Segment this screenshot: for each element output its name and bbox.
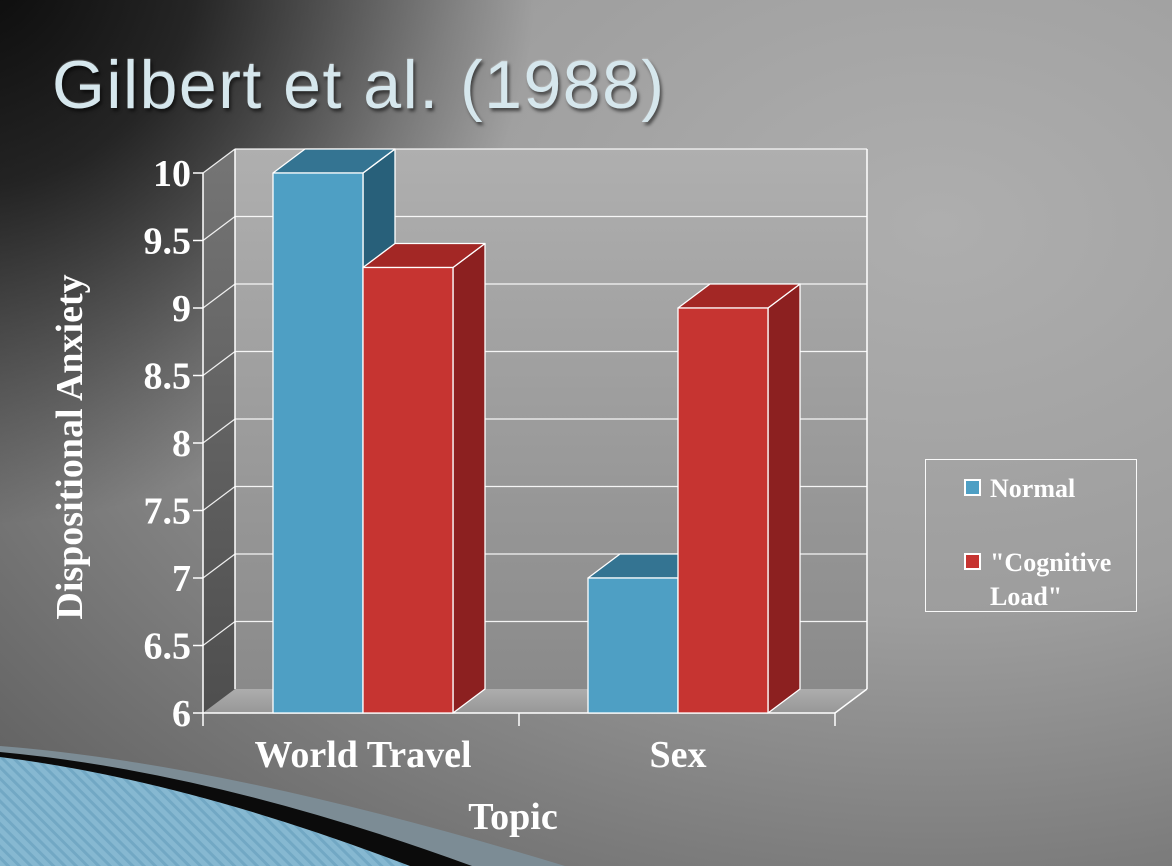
bar-world-travel-series2-front — [362, 266, 454, 714]
legend-label: Normal — [990, 474, 1076, 503]
bar-world-travel-series1-side — [362, 148, 396, 714]
legend-item: Normal — [964, 472, 1128, 506]
legend-swatch — [964, 552, 981, 570]
legend-item: "Cognitive Load" — [964, 546, 1128, 614]
y-tick-label: 7.5 — [144, 491, 192, 533]
gridline-side — [202, 553, 236, 579]
legend-swatch — [964, 479, 981, 496]
y-tick-label: 9.5 — [144, 221, 192, 263]
y-tick-label: 6.5 — [144, 626, 192, 668]
bar-sex-series1-side — [677, 553, 711, 714]
chart-legend: Normal "Cognitive Load" — [925, 459, 1137, 612]
category-label: Sex — [650, 734, 707, 776]
bar-world-travel-series2-top — [362, 242, 486, 269]
bar-sex-series2-top — [677, 283, 801, 309]
y-tick-label: 6 — [172, 693, 191, 735]
legend-label: "Cognitive Load" — [990, 547, 1112, 611]
swoosh-black-band — [0, 752, 472, 866]
y-axis-title: Dispositional Anxiety — [49, 274, 91, 620]
y-tick-label: 8.5 — [144, 356, 192, 398]
bar-sex-series2-front — [677, 307, 769, 714]
gridline-side — [202, 351, 236, 376]
y-tick-label: 10 — [153, 153, 191, 195]
chart-floor — [203, 689, 867, 713]
bar-world-travel-series2-side — [452, 242, 486, 714]
gridline-side — [202, 148, 236, 174]
bar-world-travel-series1-front — [272, 172, 364, 714]
chart-back-wall — [235, 149, 867, 689]
gridline-side — [202, 486, 236, 511]
y-tick-label: 9 — [172, 288, 191, 330]
bar-world-travel-series1-top — [272, 148, 396, 174]
gridline-side — [202, 216, 236, 241]
x-axis-title: Topic — [468, 796, 558, 838]
bar-sex-series2-side — [767, 283, 801, 714]
swoosh-blue-band — [0, 757, 410, 866]
bar-sex-series1-front — [587, 577, 679, 714]
gridline-side — [202, 621, 236, 646]
bar-sex-series1-top — [587, 553, 711, 579]
slide-title: Gilbert et al. (1988) — [52, 47, 666, 123]
chart-left-wall — [203, 149, 235, 713]
y-tick-label: 7 — [172, 558, 191, 600]
gridline-side — [202, 283, 236, 309]
category-label: World Travel — [254, 734, 471, 776]
y-tick-label: 8 — [172, 423, 191, 465]
gridline-side — [202, 418, 236, 444]
floor-right-edge — [834, 688, 868, 714]
